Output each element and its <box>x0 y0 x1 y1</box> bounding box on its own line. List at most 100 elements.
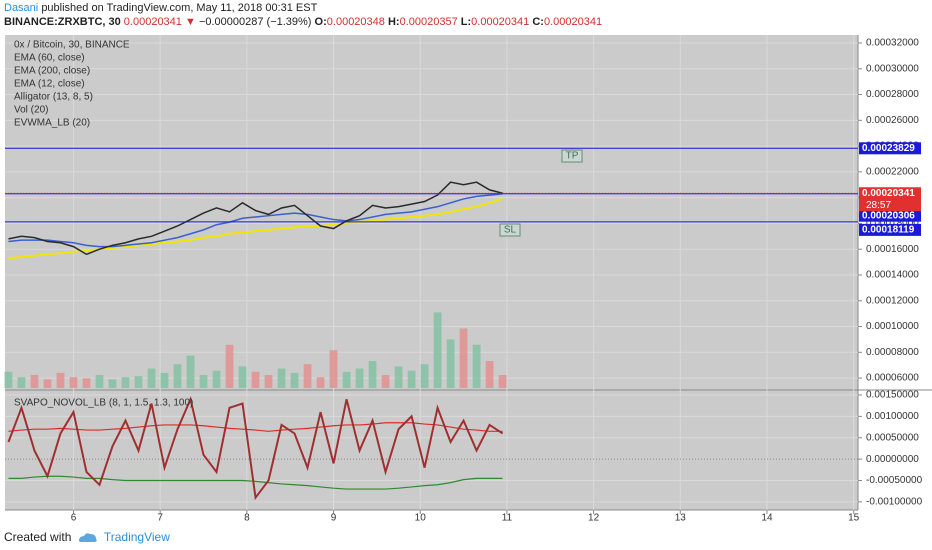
y-tick-label: 0.00022000 <box>866 167 919 178</box>
legend-entry: EMA (60, close) <box>14 53 85 64</box>
y-tick-label: -0.00100000 <box>866 497 923 508</box>
x-tick-label: 10 <box>415 513 427 524</box>
volume-bar <box>264 375 273 388</box>
h: 0.00020357 <box>399 16 458 28</box>
y-tick-label: 0.00026000 <box>866 115 919 126</box>
osc-title: SVAPO_NOVOL_LB (8, 1, 1.5, 1.3, 100) <box>14 398 193 409</box>
volume-bar <box>251 371 260 388</box>
volume-bar <box>277 368 286 388</box>
c-label: C: <box>532 16 544 28</box>
volume-bar <box>420 364 429 388</box>
last-price-label: 0.00020341 <box>862 188 915 199</box>
volume-bar <box>30 375 39 388</box>
last: 0.00020341 <box>123 16 182 28</box>
y-tick-label: 0.00028000 <box>866 89 919 100</box>
pane-bg <box>5 35 858 510</box>
series-line <box>8 197 503 260</box>
volume-bar <box>381 375 390 388</box>
countdown: 28:57 <box>866 200 891 211</box>
volume-bar <box>498 375 507 388</box>
annotation-box <box>561 149 583 163</box>
legend-entry: Vol (20) <box>14 105 48 116</box>
volume-bar <box>472 344 481 388</box>
volume-bar <box>95 375 104 388</box>
volume-bar <box>225 344 234 388</box>
volume-bar <box>446 339 455 388</box>
series-line <box>8 181 503 256</box>
volume-bar <box>290 372 299 388</box>
y-tick-label: 0.00010000 <box>866 321 919 332</box>
x-tick-label: 13 <box>675 513 687 524</box>
y-tick-label: 0.00016000 <box>866 244 919 255</box>
header: Dasani published on TradingView.com, May… <box>4 1 602 29</box>
author[interactable]: Dasani <box>4 2 39 14</box>
volume-bar <box>121 377 130 388</box>
volume-bar <box>43 379 52 388</box>
x-tick-label: 11 <box>502 513 513 524</box>
x-tick-label: 7 <box>157 513 163 524</box>
annotation: SL <box>504 225 517 236</box>
o: 0.00020348 <box>326 16 385 28</box>
legend-entry: Alligator (13, 8, 5) <box>14 92 93 103</box>
volume-bar <box>355 368 364 388</box>
x-tick-label: 8 <box>244 513 250 524</box>
volume-bar <box>56 372 65 388</box>
x-tick-label: 9 <box>331 513 337 524</box>
legend-entry: 0x / Bitcoin, 30, BINANCE <box>14 40 130 51</box>
volume-bar <box>238 366 247 388</box>
volume-bar <box>407 370 416 388</box>
volume-bar <box>160 372 169 388</box>
arrow: ▼ <box>184 16 196 28</box>
volume-bar <box>329 350 338 388</box>
price-label: 0.00018119 <box>862 225 915 236</box>
y-tick-label: 0.00012000 <box>866 295 919 306</box>
x-tick-label: 15 <box>848 513 860 524</box>
volume-bar <box>433 312 442 388</box>
y-tick-label: 0.00000000 <box>866 454 919 465</box>
legend-entry: EVWMA_LB (20) <box>14 118 90 129</box>
y-tick-label: 0.00014000 <box>866 270 919 281</box>
volume-bar <box>134 376 143 388</box>
series-line <box>8 193 503 248</box>
volume-bar <box>82 378 91 388</box>
y-tick-label: 0.00018000 <box>866 218 919 229</box>
volume-bar <box>199 375 208 388</box>
y-tick-label: 0.00006000 <box>866 373 919 384</box>
volume-bar <box>303 364 312 388</box>
price-label-bg <box>859 209 921 222</box>
chart: 6 7 8 9 10 11 12 13 14 15 0.00006000 0.00008000 0.00… <box>4 35 932 524</box>
volume-bar <box>186 355 195 388</box>
o-label: O: <box>314 16 327 28</box>
series-line <box>8 475 503 490</box>
volume-bar <box>147 368 156 388</box>
published: published on TradingView.com, May 11, 20… <box>41 2 318 14</box>
volume-bar <box>4 371 13 388</box>
last-price-bg <box>859 187 921 212</box>
change: −0.00000287 (−1.39%) <box>198 16 312 28</box>
y-tick-label: 0.00100000 <box>866 411 919 422</box>
volume-bar <box>485 361 494 388</box>
volume-bar <box>394 366 403 388</box>
price-label: 0.00023829 <box>862 143 915 154</box>
series-line <box>7 396 504 501</box>
y-tick-label: -0.00050000 <box>866 475 923 486</box>
y-tick-label: 0.00150000 <box>866 390 919 401</box>
y-tick-label: 0.00030000 <box>866 63 919 74</box>
h-label: H: <box>387 16 400 28</box>
x-tick-label: 6 <box>71 513 77 524</box>
volume-bar <box>69 377 78 388</box>
volume-bar <box>108 379 117 388</box>
volume-bar <box>368 361 377 388</box>
y-tick-label: 0.00050000 <box>866 432 919 443</box>
c: 0.00020341 <box>543 16 603 28</box>
publish-line: Dasani published on TradingView.com, May… <box>4 1 602 15</box>
price-label-bg <box>859 223 921 236</box>
brand[interactable]: TradingView <box>103 530 170 544</box>
price-label-bg <box>859 142 921 155</box>
legend-entry: EMA (200, close) <box>14 66 90 77</box>
series-line <box>8 422 503 432</box>
price-label: 0.00020306 <box>862 210 915 221</box>
symbol: BINANCE:ZRXBTC, 30 <box>4 16 121 28</box>
l-label: L: <box>460 16 472 28</box>
